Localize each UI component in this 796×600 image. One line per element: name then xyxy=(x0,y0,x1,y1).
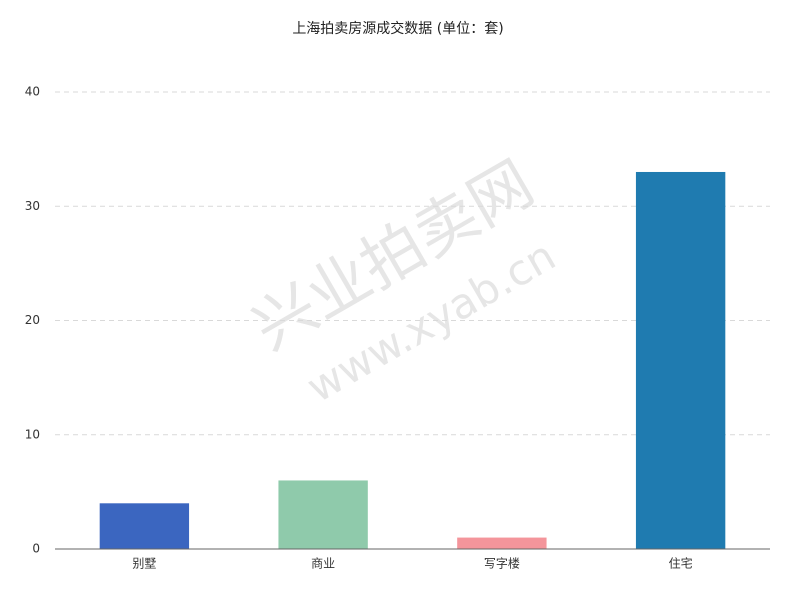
x-tick-label: 写字楼 xyxy=(484,556,520,571)
chart-title: 上海拍卖房源成交数据 (单位：套) xyxy=(292,20,503,37)
y-tick-label: 20 xyxy=(25,313,40,327)
x-tick-label: 别墅 xyxy=(132,557,156,571)
bar xyxy=(99,503,190,549)
bar xyxy=(457,537,547,549)
bar xyxy=(635,171,726,549)
x-tick-label: 商业 xyxy=(311,556,335,571)
watermark: 兴业拍卖网 www.xyab.cn xyxy=(240,146,563,412)
y-tick-label: 40 xyxy=(25,85,40,99)
y-tick-label: 0 xyxy=(32,542,40,556)
y-tick-label: 10 xyxy=(25,427,40,441)
x-tick-label: 住宅 xyxy=(669,556,693,571)
bar xyxy=(278,480,368,549)
y-tick-label: 30 xyxy=(25,199,40,213)
